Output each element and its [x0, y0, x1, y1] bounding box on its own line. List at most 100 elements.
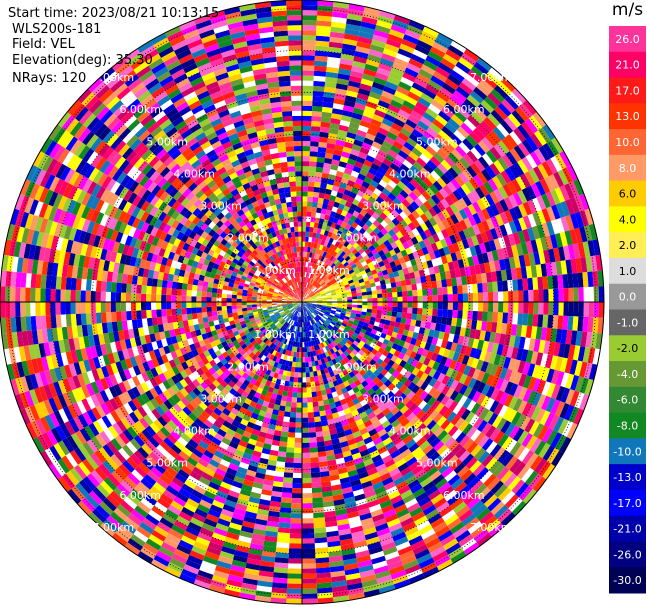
velocity-gate	[487, 113, 501, 127]
velocity-gate	[323, 286, 329, 291]
velocity-gate	[411, 219, 421, 228]
velocity-gate	[337, 165, 346, 173]
velocity-gate	[440, 144, 452, 157]
velocity-gate	[307, 283, 311, 289]
velocity-gate	[546, 206, 556, 222]
velocity-gate	[308, 290, 313, 295]
velocity-gate	[288, 427, 296, 433]
velocity-gate	[307, 262, 311, 268]
velocity-gate	[412, 161, 424, 172]
velocity-gate	[302, 135, 311, 142]
velocity-gate	[432, 41, 448, 54]
velocity-gate	[379, 57, 394, 68]
velocity-gate	[399, 189, 409, 199]
velocity-gate	[528, 302, 534, 315]
velocity-gate	[378, 179, 388, 188]
velocity-gate	[380, 235, 388, 243]
velocity-gate	[288, 563, 302, 569]
velocity-gate	[302, 467, 311, 474]
velocity-gate	[352, 235, 360, 243]
velocity-gate	[373, 200, 382, 209]
velocity-gate	[342, 279, 348, 284]
velocity-gate	[379, 242, 387, 250]
velocity-gate	[293, 467, 302, 474]
velocity-gate	[321, 111, 332, 119]
velocity-gate	[302, 427, 309, 433]
velocity-gate	[368, 215, 377, 224]
velocity-gate	[422, 26, 440, 38]
velocity-gate	[583, 302, 589, 318]
velocity-field-wedges	[0, 0, 604, 604]
velocity-gate	[291, 503, 302, 509]
velocity-gate	[476, 210, 486, 223]
velocity-gate	[314, 537, 328, 544]
velocity-gate	[279, 512, 291, 519]
velocity-gate	[493, 291, 499, 302]
velocity-gate	[321, 106, 333, 114]
velocity-gate	[377, 271, 384, 278]
velocity-gate	[361, 273, 368, 279]
velocity-gate	[346, 85, 360, 93]
velocity-gate	[412, 295, 418, 302]
velocity-gate	[317, 238, 323, 245]
velocity-gate	[350, 70, 364, 79]
velocity-gate	[517, 190, 528, 204]
velocity-gate	[332, 245, 338, 252]
velocity-gate	[321, 245, 327, 252]
velocity-gate	[454, 110, 468, 123]
velocity-gate	[421, 246, 429, 256]
velocity-gate	[343, 100, 356, 108]
velocity-gate	[302, 85, 314, 91]
velocity-gate	[423, 163, 434, 174]
velocity-gate	[278, 522, 291, 529]
velocity-gate	[357, 124, 369, 133]
velocity-gate	[392, 306, 398, 312]
velocity-gate	[359, 234, 367, 242]
velocity-gate	[324, 86, 336, 94]
velocity-gate	[312, 280, 316, 286]
velocity-gate	[313, 522, 326, 529]
velocity-gate	[322, 167, 331, 174]
velocity-gate	[496, 173, 507, 187]
velocity-gate	[387, 213, 396, 222]
velocity-gate	[315, 35, 330, 42]
velocity-gate	[287, 568, 302, 574]
velocity-gate	[537, 276, 544, 290]
velocity-gate	[313, 186, 321, 193]
velocity-gate	[302, 299, 307, 302]
velocity-gate	[319, 126, 330, 133]
velocity-gate	[391, 287, 398, 293]
velocity-gate	[317, 271, 322, 277]
velocity-gate	[490, 203, 500, 217]
velocity-gate	[302, 442, 310, 448]
velocity-gate	[522, 201, 533, 216]
velocity-gate	[364, 105, 376, 115]
velocity-gate	[302, 462, 311, 469]
velocity-gate	[328, 199, 335, 207]
velocity-gate	[334, 247, 341, 254]
velocity-gate	[380, 265, 387, 272]
velocity-gate	[327, 254, 333, 260]
velocity-gate	[400, 104, 413, 115]
velocity-gate	[411, 313, 418, 321]
velocity-gate	[303, 286, 305, 293]
velocity-gate	[376, 238, 384, 246]
velocity-gate	[341, 267, 347, 273]
velocity-gate	[351, 274, 358, 280]
velocity-gate	[302, 298, 306, 302]
velocity-gate	[387, 33, 404, 44]
velocity-gate	[432, 294, 438, 302]
velocity-gate	[343, 240, 350, 248]
velocity-gate	[329, 195, 337, 202]
velocity-gate	[336, 219, 344, 226]
velocity-gate	[404, 95, 418, 106]
velocity-gate	[423, 59, 438, 71]
velocity-gate	[289, 412, 297, 418]
velocity-gate	[336, 134, 347, 142]
velocity-gate	[362, 298, 368, 302]
velocity-gate	[466, 165, 478, 178]
velocity-gate	[415, 101, 429, 113]
velocity-gate	[426, 315, 433, 323]
velocity-gate	[345, 90, 359, 98]
velocity-gate	[321, 203, 329, 210]
